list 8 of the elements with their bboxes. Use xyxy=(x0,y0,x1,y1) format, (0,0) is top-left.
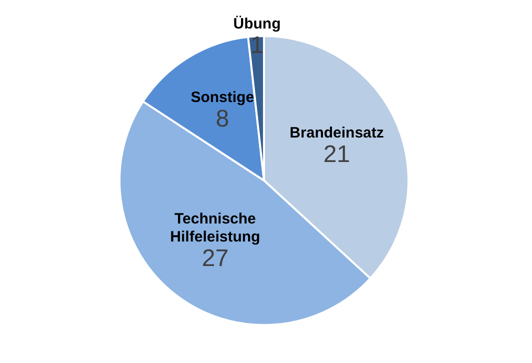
slice-label: Brandeinsatz xyxy=(290,124,384,142)
data-label: 21 xyxy=(323,141,350,168)
slice-label: Technische Hilfeleistung xyxy=(170,210,260,246)
data-label: 8 xyxy=(216,105,230,132)
slice-label: Übung xyxy=(233,16,281,33)
data-label: 1 xyxy=(250,32,264,60)
slice-label: Sonstige xyxy=(190,88,254,106)
data-label: 27 xyxy=(202,244,229,272)
